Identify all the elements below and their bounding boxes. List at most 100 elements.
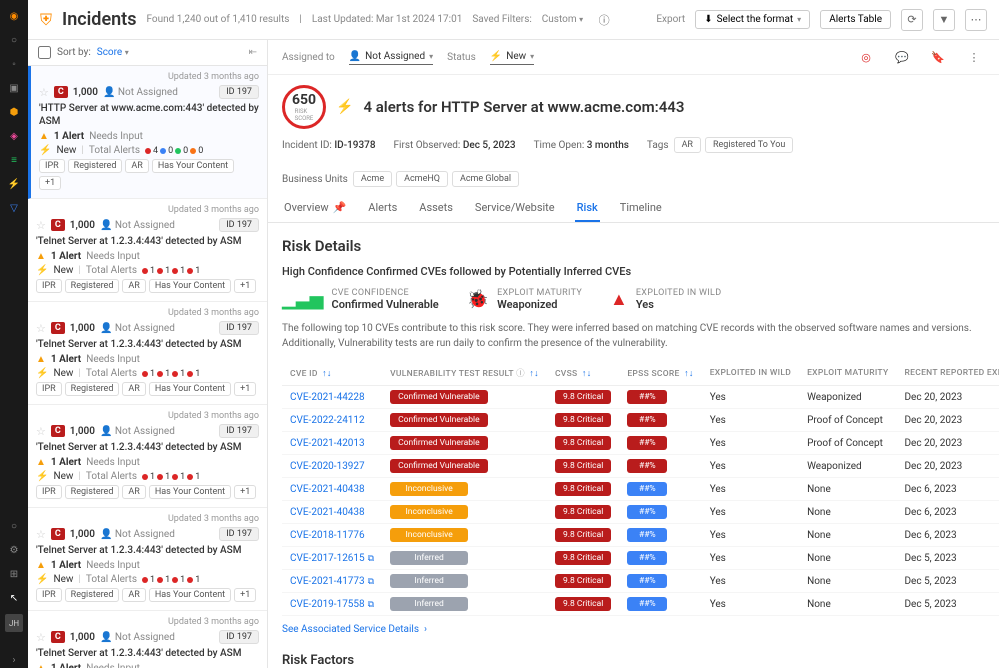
- tag-pill[interactable]: Registered: [65, 279, 120, 293]
- cve-link[interactable]: CVE-2017-12615: [290, 553, 365, 564]
- tag-pill[interactable]: Registered: [65, 485, 120, 499]
- cve-link[interactable]: CVE-2019-17558: [290, 599, 365, 610]
- external-link-icon[interactable]: ⧉: [368, 577, 374, 587]
- collapse-icon[interactable]: ⇤: [249, 47, 257, 58]
- tag-pill[interactable]: IPR: [36, 485, 62, 499]
- tag-pill[interactable]: Registered: [65, 382, 120, 396]
- cve-link[interactable]: CVE-2021-40438: [290, 507, 365, 518]
- incident-card[interactable]: Updated 3 months ago ☆ C 1,000 👤 Not Ass…: [28, 508, 267, 611]
- rail-collapse-icon[interactable]: ›: [6, 652, 22, 668]
- alerts-table-button[interactable]: Alerts Table: [820, 10, 891, 29]
- tab-alerts[interactable]: Alerts: [366, 195, 399, 222]
- rail-item-icon[interactable]: ▽: [6, 200, 22, 216]
- col-header[interactable]: CVSS ↑↓: [547, 361, 619, 386]
- tag-pill[interactable]: AR: [122, 279, 145, 293]
- incident-card[interactable]: Updated 3 months ago ☆ C 1,000 👤 Not Ass…: [28, 611, 267, 668]
- rail-logo-icon[interactable]: ◉: [6, 8, 22, 24]
- rail-grid-icon[interactable]: ⊞: [6, 566, 22, 582]
- col-header[interactable]: EPSS SCORE ↑↓: [619, 361, 701, 386]
- incident-card[interactable]: Updated 3 months ago ☆ C 1,000 👤 Not Ass…: [28, 66, 267, 199]
- cve-link[interactable]: CVE-2020-13927: [290, 461, 365, 472]
- tag-pill[interactable]: AR: [125, 159, 148, 173]
- star-icon[interactable]: ☆: [36, 425, 46, 438]
- col-header[interactable]: CVE ID ↑↓: [282, 361, 382, 386]
- bu-pill[interactable]: Acme Global: [452, 171, 519, 187]
- tag-pill[interactable]: Has Your Content: [149, 588, 231, 602]
- tag-pill[interactable]: AR: [674, 137, 701, 153]
- rail-settings-icon[interactable]: ○: [6, 518, 22, 534]
- tag-pill[interactable]: AR: [122, 588, 145, 602]
- cve-link[interactable]: CVE-2021-42013: [290, 438, 365, 449]
- tag-pill[interactable]: +1: [39, 176, 61, 190]
- tab-risk[interactable]: Risk: [575, 195, 600, 222]
- tag-pill[interactable]: Has Your Content: [149, 485, 231, 499]
- star-icon[interactable]: ☆: [36, 528, 46, 541]
- rail-gear-icon[interactable]: ⚙: [6, 542, 22, 558]
- bookmark-icon[interactable]: 🔖: [927, 46, 949, 68]
- user-avatar[interactable]: JH: [5, 614, 23, 632]
- tag-pill[interactable]: AR: [122, 485, 145, 499]
- tab-timeline[interactable]: Timeline: [618, 195, 664, 222]
- star-icon[interactable]: ☆: [36, 219, 46, 232]
- select-format-dropdown[interactable]: ⬇ Select the format ▾: [695, 10, 810, 29]
- tag-pill[interactable]: IPR: [36, 588, 62, 602]
- rail-item-icon[interactable]: ▣: [6, 80, 22, 96]
- star-icon[interactable]: ☆: [39, 86, 49, 99]
- filter-icon[interactable]: ▼: [933, 9, 955, 31]
- tag-pill[interactable]: +1: [234, 588, 256, 602]
- col-header[interactable]: VULNERABILITY TEST RESULT ⓘ ↑↓: [382, 361, 547, 386]
- col-header[interactable]: EXPLOITED IN WILD: [702, 361, 799, 386]
- tag-pill[interactable]: +1: [234, 485, 256, 499]
- rail-pointer-icon[interactable]: ↖: [6, 590, 22, 606]
- tag-pill[interactable]: Registered To You: [705, 137, 793, 153]
- cve-link[interactable]: CVE-2018-11776: [290, 530, 365, 541]
- status-dropdown[interactable]: ⚡ New ▾: [490, 49, 534, 65]
- info-icon[interactable]: ⓘ: [593, 9, 615, 31]
- rail-item-icon[interactable]: ○: [6, 32, 22, 48]
- rail-item-icon[interactable]: ≡: [6, 152, 22, 168]
- col-header[interactable]: RECENT REPORTED EXPLOIT DATE: [896, 361, 999, 386]
- tag-pill[interactable]: Has Your Content: [152, 159, 234, 173]
- cve-link[interactable]: CVE-2021-41773: [290, 576, 365, 587]
- sort-dropdown[interactable]: Score ▾: [97, 47, 129, 58]
- rail-item-icon[interactable]: ⬢: [6, 104, 22, 120]
- comment-icon[interactable]: 💬: [891, 46, 913, 68]
- refresh-icon[interactable]: ⟳: [901, 9, 923, 31]
- flag-icon[interactable]: ◎: [855, 46, 877, 68]
- kebab-icon[interactable]: ⋮: [963, 46, 985, 68]
- incident-card[interactable]: Updated 3 months ago ☆ C 1,000 👤 Not Ass…: [28, 302, 267, 405]
- assigned-dropdown[interactable]: 👤 Not Assigned ▾: [349, 49, 433, 65]
- tag-pill[interactable]: +1: [234, 382, 256, 396]
- tag-pill[interactable]: Has Your Content: [149, 382, 231, 396]
- tag-pill[interactable]: IPR: [36, 279, 62, 293]
- cve-link[interactable]: CVE-2021-44228: [290, 392, 365, 403]
- cve-link[interactable]: CVE-2022-24112: [290, 415, 365, 426]
- incident-card[interactable]: Updated 3 months ago ☆ C 1,000 👤 Not Ass…: [28, 199, 267, 302]
- external-link-icon[interactable]: ⧉: [368, 554, 374, 564]
- tag-pill[interactable]: +1: [234, 279, 256, 293]
- tag-pill[interactable]: AR: [122, 382, 145, 396]
- rail-item-icon[interactable]: ⚡: [6, 176, 22, 192]
- select-all-checkbox[interactable]: [38, 46, 51, 59]
- tag-pill[interactable]: IPR: [36, 382, 62, 396]
- tag-pill[interactable]: Has Your Content: [149, 279, 231, 293]
- tag-pill[interactable]: IPR: [39, 159, 65, 173]
- cve-link[interactable]: CVE-2021-40438: [290, 484, 365, 495]
- bu-pill[interactable]: Acme: [353, 171, 392, 187]
- star-icon[interactable]: ☆: [36, 631, 46, 644]
- tab-service-website[interactable]: Service/Website: [473, 195, 557, 222]
- bu-pill[interactable]: AcmeHQ: [396, 171, 448, 187]
- tag-pill[interactable]: Registered: [65, 588, 120, 602]
- see-details-link[interactable]: See Associated Service Details ›: [282, 624, 427, 635]
- rail-item-icon[interactable]: ◦: [6, 56, 22, 72]
- more-icon[interactable]: ⋯: [965, 9, 987, 31]
- tag-pill[interactable]: Registered: [68, 159, 123, 173]
- saved-filters-dropdown[interactable]: Custom ▾: [542, 14, 583, 25]
- incident-card[interactable]: Updated 3 months ago ☆ C 1,000 👤 Not Ass…: [28, 405, 267, 508]
- col-header[interactable]: EXPLOIT MATURITY: [799, 361, 896, 386]
- external-link-icon[interactable]: ⧉: [368, 600, 374, 610]
- star-icon[interactable]: ☆: [36, 322, 46, 335]
- tab-assets[interactable]: Assets: [417, 195, 455, 222]
- rail-item-icon[interactable]: ◈: [6, 128, 22, 144]
- tab-overview[interactable]: Overview 📌: [282, 195, 348, 222]
